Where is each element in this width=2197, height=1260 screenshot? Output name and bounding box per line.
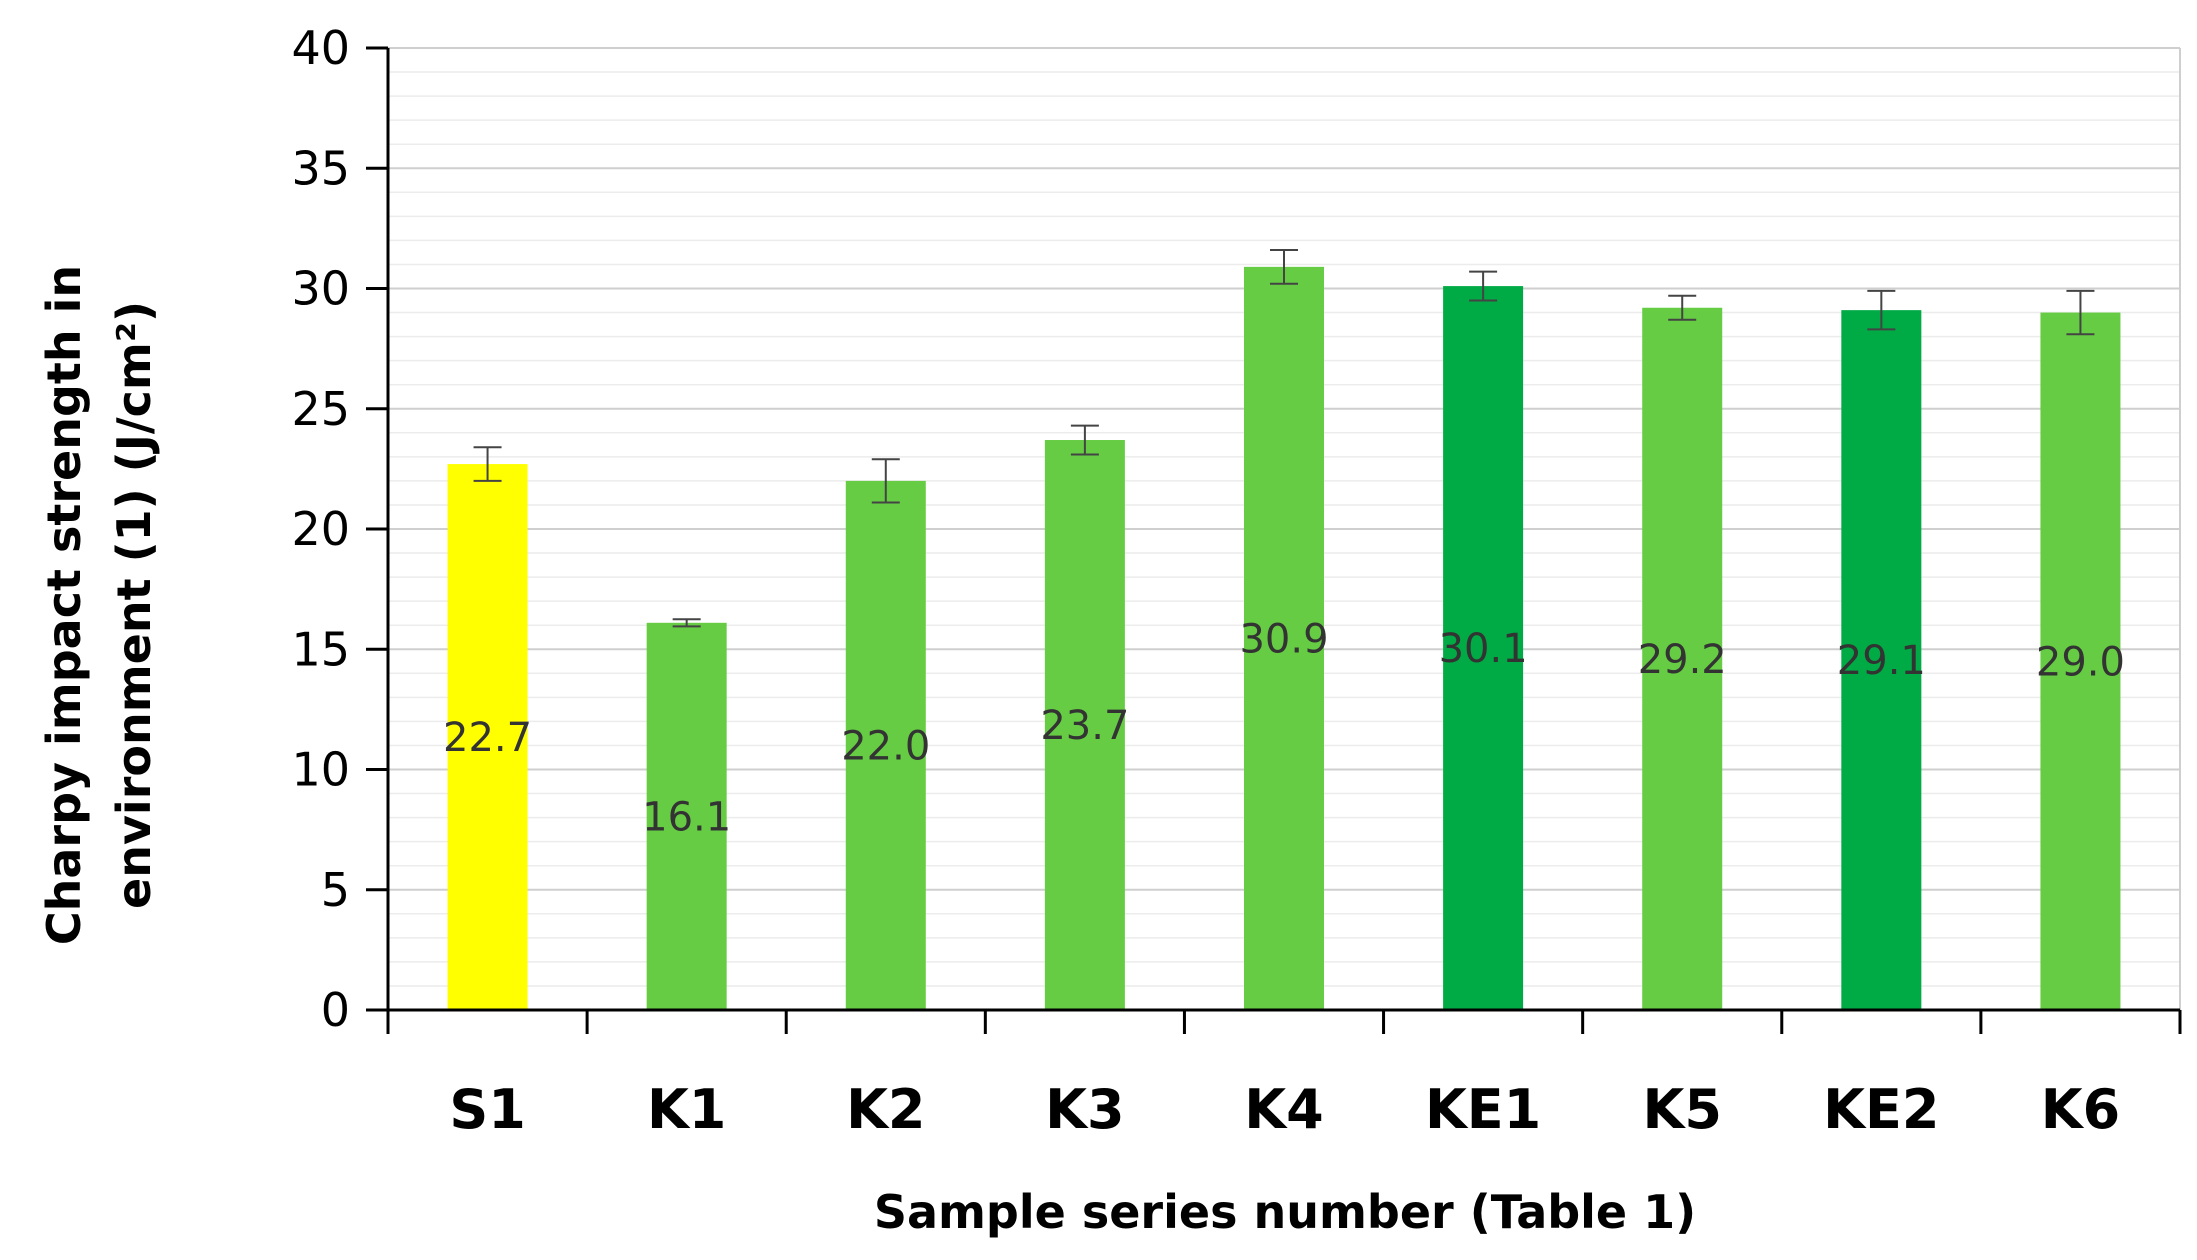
x-tick-label-k5: K5: [1643, 1078, 1722, 1141]
bar-k2: [845, 480, 926, 1010]
x-tick-label-k6: K6: [2041, 1078, 2120, 1141]
bars-group: [447, 266, 2121, 1011]
y-axis-title-line2: environment (1) (J/cm²): [107, 301, 161, 909]
x-tick-label-k2: K2: [846, 1078, 925, 1141]
error-bars-group: [473, 249, 2095, 628]
y-tick-label-0: 0: [321, 983, 350, 1037]
bar-k4: [1244, 266, 1324, 1011]
data-label-ke1: 30.1: [1439, 626, 1528, 672]
x-tick-label-k3: K3: [1045, 1078, 1124, 1141]
y-tick-label-30: 30: [291, 262, 350, 316]
bar-ke2: [1841, 310, 1922, 1010]
bar-k3: [1044, 440, 1125, 1010]
data-label-k4: 30.9: [1239, 616, 1328, 662]
data-label-k5: 29.2: [1638, 637, 1727, 683]
x-tick-label-ke2: KE2: [1823, 1078, 1939, 1141]
x-axis-title: Sample series number (Table 1): [874, 1185, 1696, 1239]
data-label-k6: 29.0: [2036, 639, 2125, 685]
data-label-ke2: 29.1: [1837, 638, 1926, 684]
x-tick-label-k4: K4: [1244, 1078, 1323, 1141]
data-labels-group: 22.7 16.1 22.0 23.7 30.9 30.1 29.2 29.1 29.0: [443, 616, 2125, 840]
y-axis-title-line1: Charpy impact strength in: [37, 265, 91, 945]
y-tick-labels: 0 5 10 15 20 25 30 35 40: [291, 21, 350, 1037]
y-tick-label-35: 35: [291, 141, 350, 195]
y-tick-label-40: 40: [291, 21, 350, 75]
x-tick-label-ke1: KE1: [1425, 1078, 1541, 1141]
y-tick-label-25: 25: [291, 382, 350, 436]
axes-group: [366, 46, 2182, 1034]
y-tick-label-20: 20: [291, 502, 350, 556]
x-tick-label-s1: S1: [449, 1078, 525, 1141]
bar-k6: [2040, 312, 2121, 1010]
bar-s1: [447, 464, 528, 1010]
x-category-labels: S1 K1 K2 K3 K4 KE1 K5 KE2 K6: [449, 1078, 2120, 1141]
y-tick-label-15: 15: [291, 622, 350, 676]
bar-k1: [646, 622, 727, 1010]
data-label-s1: 22.7: [443, 715, 532, 761]
data-label-k2: 22.0: [841, 723, 930, 769]
data-label-k1: 16.1: [642, 794, 731, 840]
bar-ke1: [1443, 286, 1524, 1011]
y-tick-label-10: 10: [291, 743, 350, 797]
y-tick-label-5: 5: [321, 863, 350, 917]
data-label-k3: 23.7: [1040, 703, 1129, 749]
x-tick-label-k1: K1: [647, 1078, 726, 1141]
bar-k5: [1642, 307, 1723, 1010]
